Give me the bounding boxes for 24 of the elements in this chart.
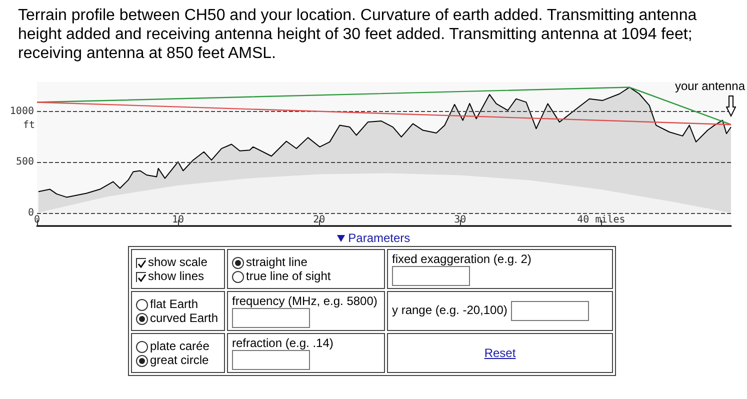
text: plate carée (149, 339, 210, 353)
x-tick-label: 30 (454, 214, 466, 226)
x-tick-label: 40 miles (577, 214, 626, 226)
text: curved Earth (149, 311, 220, 325)
x-tick-label: 10 (172, 214, 184, 226)
text: y range (e.g. -20,100) (387, 291, 613, 331)
chart-title: Terrain profile between CH50 and your location. Curvature of earth added. Transmitting antenna height added and receiving antenna height of 30 feet added. Transmitting antenna at 1094 feet; receiving antenna at 850 feet AMSL. (18, 6, 698, 63)
text: flat Earth (149, 297, 200, 311)
y-axis-title: ft (23, 120, 36, 131)
text: show lines (147, 269, 206, 283)
text: straight line (245, 255, 308, 269)
y-tick-label: 1000 (10, 106, 34, 117)
x-tick-label: 20 (313, 214, 326, 226)
annotation: your antenna (674, 78, 745, 93)
text: show scale (147, 255, 208, 269)
y-tick-label: 500 (16, 156, 34, 168)
text: true line of sight (245, 269, 332, 283)
text: Parameters (347, 231, 412, 245)
text: fixed exaggeration (e.g. 2) (387, 249, 613, 289)
y-tick-label: 0 (28, 207, 34, 218)
text: Reset (484, 346, 516, 360)
text: frequency (MHz, e.g. 5800) (227, 291, 385, 331)
text: refraction (e.g. .14) (227, 333, 385, 373)
text: great circle (149, 353, 210, 367)
